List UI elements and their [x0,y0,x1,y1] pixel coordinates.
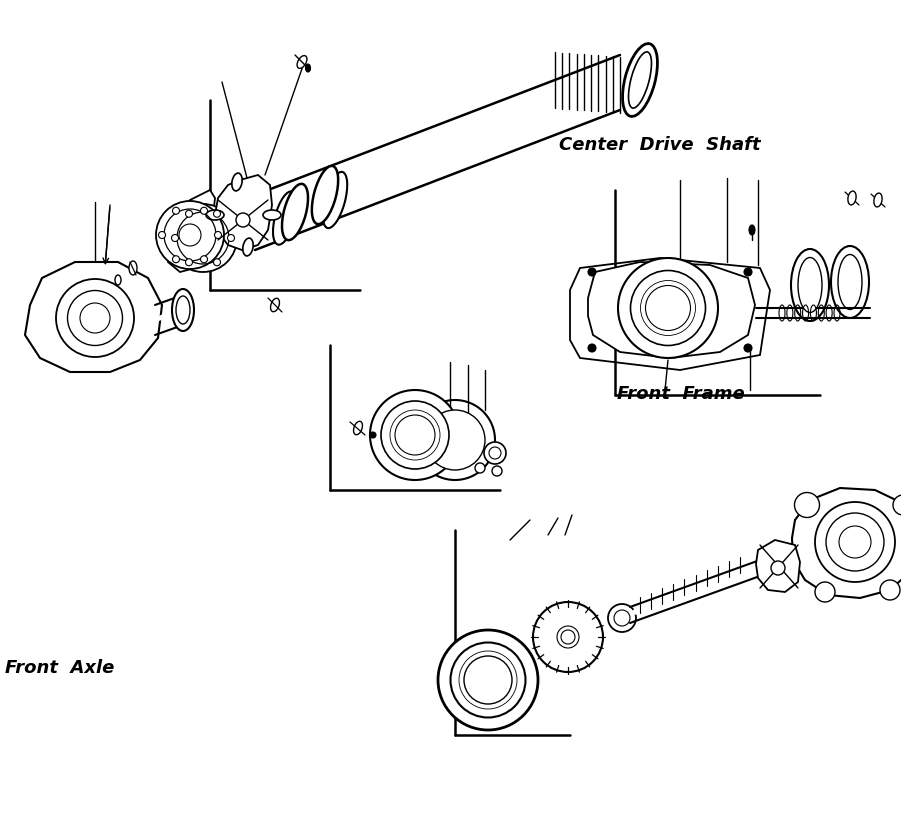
Ellipse shape [533,602,603,672]
Ellipse shape [450,642,525,717]
Ellipse shape [623,43,658,116]
Ellipse shape [68,290,123,345]
Ellipse shape [186,259,193,266]
Ellipse shape [323,172,347,228]
Ellipse shape [874,193,882,207]
Text: Front  Axle: Front Axle [5,659,114,677]
Ellipse shape [129,261,137,275]
Ellipse shape [201,208,207,214]
Ellipse shape [415,400,495,480]
Ellipse shape [227,235,234,242]
Ellipse shape [305,64,311,72]
Ellipse shape [744,268,752,276]
Ellipse shape [236,213,250,227]
Ellipse shape [214,210,221,217]
Polygon shape [792,488,901,598]
Ellipse shape [169,204,237,272]
Ellipse shape [831,246,869,318]
Ellipse shape [798,257,822,313]
Text: Front  Frame: Front Frame [617,385,745,403]
Ellipse shape [608,604,636,632]
Ellipse shape [588,344,596,352]
Ellipse shape [282,183,308,240]
Ellipse shape [893,495,901,515]
Ellipse shape [425,410,485,470]
Ellipse shape [629,52,651,108]
Polygon shape [756,540,800,592]
Ellipse shape [826,513,884,571]
Ellipse shape [475,463,485,473]
Ellipse shape [561,630,575,644]
Ellipse shape [381,401,449,469]
Ellipse shape [172,256,179,263]
Ellipse shape [312,166,338,224]
Polygon shape [215,175,272,250]
Ellipse shape [214,259,221,266]
Ellipse shape [214,232,222,238]
Ellipse shape [172,208,179,214]
Polygon shape [570,258,770,370]
Ellipse shape [588,268,596,276]
Ellipse shape [771,561,785,575]
Ellipse shape [492,466,502,476]
Ellipse shape [848,191,856,205]
Polygon shape [168,190,215,272]
Ellipse shape [880,580,900,600]
Ellipse shape [243,238,253,256]
Ellipse shape [484,442,506,464]
Ellipse shape [838,255,862,310]
Ellipse shape [263,210,281,220]
Ellipse shape [159,232,166,238]
Ellipse shape [171,235,178,242]
Ellipse shape [815,582,835,602]
Ellipse shape [353,422,362,435]
Ellipse shape [186,210,193,217]
Ellipse shape [795,492,820,517]
Ellipse shape [232,173,242,191]
Ellipse shape [631,271,705,345]
Ellipse shape [370,432,376,438]
Ellipse shape [156,201,224,269]
Ellipse shape [815,502,895,582]
Ellipse shape [206,210,224,220]
Ellipse shape [172,289,194,331]
Ellipse shape [115,275,121,285]
Ellipse shape [270,298,279,312]
Ellipse shape [749,225,755,235]
Ellipse shape [791,249,829,321]
Ellipse shape [201,256,207,263]
Ellipse shape [273,191,297,245]
Ellipse shape [297,56,307,68]
Polygon shape [588,262,755,358]
Ellipse shape [618,258,718,358]
Polygon shape [25,262,162,372]
Ellipse shape [744,344,752,352]
Text: Center  Drive  Shaft: Center Drive Shaft [559,136,760,154]
Ellipse shape [370,390,460,480]
Ellipse shape [56,279,134,357]
Ellipse shape [438,630,538,730]
